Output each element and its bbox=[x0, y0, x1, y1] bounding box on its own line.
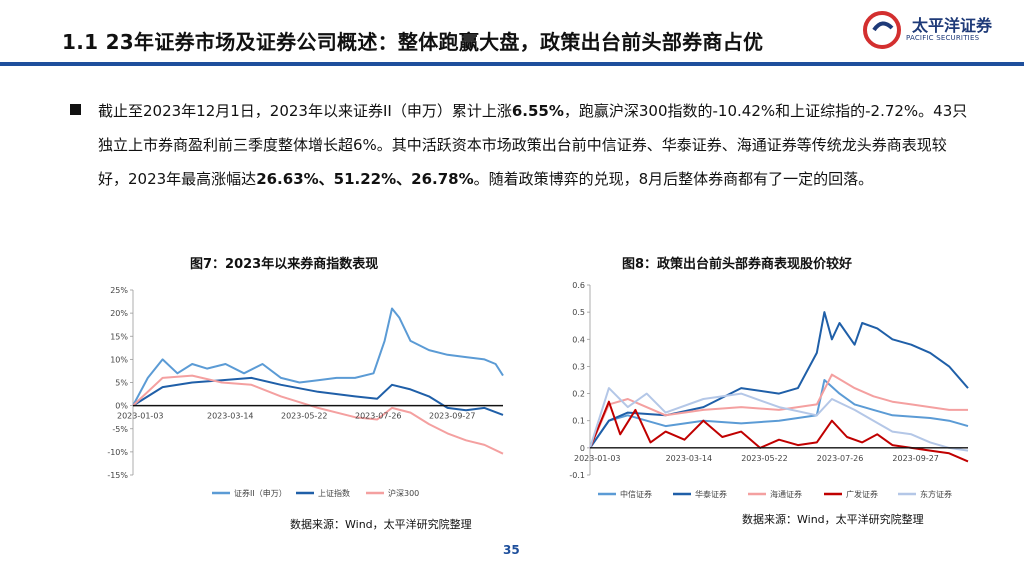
chart1-x-tick-label: 2023-07-26 bbox=[355, 412, 402, 421]
figure8-caption: 图8：政策出台前头部券商表现股价较好 bbox=[622, 257, 853, 272]
chart1-x-tick-label: 2023-01-03 bbox=[117, 412, 164, 421]
chart2-y-tick-label: 0.6 bbox=[572, 281, 585, 290]
chart1-y-tick-label: -10% bbox=[107, 448, 128, 457]
page-title: 1.1 23年证券市场及证券公司概述：整体跑赢大盘，政策出台前头部券商占优 bbox=[62, 30, 764, 54]
summary-paragraph: 截止至2023年12月1日，2023年以来证券II（申万）累计上涨6.55%，跑… bbox=[98, 94, 968, 196]
chart1-y-tick-label: 15% bbox=[110, 332, 128, 341]
figure7-source: 数据来源：Wind，太平洋研究院整理 bbox=[290, 518, 472, 531]
chart1-x-tick-label: 2023-05-22 bbox=[281, 412, 328, 421]
title-rule bbox=[0, 62, 1024, 66]
chart2-y-tick-label: 0.4 bbox=[572, 335, 585, 344]
para-highlight-2: 26.63%、51.22%、26.78% bbox=[256, 170, 474, 188]
company-logo: 太平洋证券 PACIFIC SECURITIES bbox=[862, 8, 1012, 52]
chart2-legend-label-4: 东方证券 bbox=[920, 489, 952, 499]
chart2-x-tick-label: 2023-09-27 bbox=[892, 454, 939, 463]
logo-text: 太平洋证券 bbox=[912, 16, 993, 35]
logo-subtext: PACIFIC SECURITIES bbox=[906, 34, 980, 42]
para-text-3: 。随着政策博弈的兑现，8月后整体券商都有了一定的回落。 bbox=[473, 170, 874, 188]
chart1-series-line-0 bbox=[132, 307, 504, 407]
chart1-legend-label-2: 沪深300 bbox=[388, 488, 419, 498]
chart1-y-tick-label: -15% bbox=[107, 471, 128, 480]
chart2-y-tick-label: 0.5 bbox=[572, 308, 585, 317]
chart2-x-tick-label: 2023-05-22 bbox=[741, 454, 788, 463]
figure7-caption: 图7：2023年以来券商指数表现 bbox=[190, 257, 379, 272]
chart1-series-line-2 bbox=[132, 374, 504, 455]
chart1-x-tick-label: 2023-09-27 bbox=[429, 412, 476, 421]
chart1-y-tick-label: 10% bbox=[110, 355, 128, 364]
chart1-x-tick-label: 2023-03-14 bbox=[207, 412, 254, 421]
chart2-y-tick-label: 0.2 bbox=[572, 390, 585, 399]
chart2-y-tick-label: 0.3 bbox=[572, 362, 585, 371]
chart1-y-tick-label: -5% bbox=[112, 425, 128, 434]
chart2-series-line-2 bbox=[589, 373, 968, 449]
chart2-y-tick-label: 0 bbox=[580, 444, 585, 453]
chart1-y-tick-label: 0% bbox=[115, 402, 128, 411]
chart1-y-tick-label: 25% bbox=[110, 286, 128, 295]
chart2-series-line-4 bbox=[589, 387, 969, 452]
figure8-source: 数据来源：Wind，太平洋研究院整理 bbox=[742, 513, 924, 526]
chart1-y-tick-label: 5% bbox=[115, 379, 128, 388]
chart1-legend-label-0: 证券II（申万） bbox=[234, 488, 287, 498]
bullet-square bbox=[70, 104, 81, 115]
logo-emblem-icon bbox=[863, 11, 901, 49]
chart2-x-tick-label: 2023-07-26 bbox=[817, 454, 864, 463]
chart2-series-line-0 bbox=[589, 379, 969, 449]
chart2-y-tick-label: 0.1 bbox=[572, 417, 585, 426]
chart2-series-line-1 bbox=[589, 311, 969, 449]
chart2-x-tick-label: 2023-01-03 bbox=[574, 454, 621, 463]
chart1-legend-label-1: 上证指数 bbox=[318, 488, 350, 498]
chart2-series-line-3 bbox=[589, 400, 969, 463]
para-text-1: 截止至2023年12月1日，2023年以来证券II（申万）累计上涨 bbox=[98, 102, 512, 120]
chart2-x-tick-label: 2023-03-14 bbox=[666, 454, 713, 463]
page-number: 35 bbox=[503, 543, 520, 557]
chart2-y-tick-label: -0.1 bbox=[569, 471, 585, 480]
para-text-2: ，跑赢沪深300指数的-10.42%和上证综指的-2.72%。43只独立上市券商… bbox=[98, 102, 968, 188]
chart1-y-tick-label: 20% bbox=[110, 309, 128, 318]
chart1-series-line-1 bbox=[132, 376, 504, 416]
chart2-legend-label-1: 华泰证券 bbox=[695, 489, 727, 499]
para-highlight-1: 6.55% bbox=[511, 102, 564, 120]
chart2-legend-label-2: 海通证券 bbox=[770, 489, 802, 499]
chart2-legend-label-3: 广发证券 bbox=[846, 489, 878, 499]
chart2-legend-label-0: 中信证券 bbox=[620, 489, 652, 499]
